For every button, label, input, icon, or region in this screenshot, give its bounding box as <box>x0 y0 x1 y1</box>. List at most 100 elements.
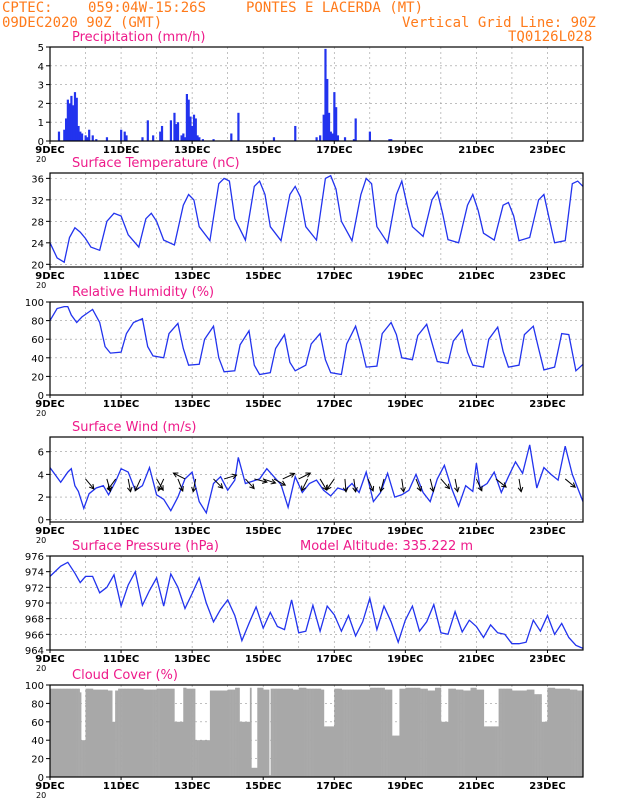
cloud-bar <box>94 689 97 777</box>
cloud-bar <box>474 687 477 777</box>
precip-bar <box>175 124 178 141</box>
wind-arrow-head <box>249 483 255 490</box>
cloud-bar <box>389 689 391 777</box>
cloud-bar <box>248 721 251 777</box>
pressure-title: Surface Pressure (hPa) <box>72 539 219 554</box>
cloud-bar <box>543 721 545 777</box>
cloud-bar <box>270 688 273 777</box>
cloud-bar <box>529 689 532 777</box>
cloud-bar <box>445 721 448 777</box>
x-tick-label: 15DEC <box>245 399 281 410</box>
cloud-bar <box>537 694 539 777</box>
x-tick-label: 13DEC <box>174 781 210 792</box>
cloud-bar <box>538 694 541 777</box>
panel-cloud <box>46 684 584 780</box>
y-tick-label: 20 <box>31 260 44 271</box>
cloud-bar <box>406 687 409 777</box>
cloud-bar <box>152 689 154 777</box>
cloud-bar <box>129 688 132 777</box>
precip-bar <box>390 139 393 141</box>
cloud-bar <box>501 688 504 777</box>
precip-bar <box>194 118 197 141</box>
cloud-bar <box>288 688 291 777</box>
cloud-bar <box>394 735 397 777</box>
cloud-bar <box>107 690 110 777</box>
x-tick-label: 23DEC <box>529 654 565 665</box>
cloud-bar <box>118 688 120 777</box>
cloud-bar <box>491 726 493 777</box>
x-tick-label: 19DEC <box>387 781 423 792</box>
cloud-bar <box>119 688 122 777</box>
cloud-bar <box>551 687 554 777</box>
cloud-bar <box>323 726 326 777</box>
y-tick-label: 3 <box>38 81 44 92</box>
cloud-bar <box>243 721 246 777</box>
wind-arrow-head <box>454 486 460 493</box>
cloud-bar <box>328 726 331 777</box>
cloud-bar <box>87 688 89 777</box>
precip-title: Precipitation (mm/h) <box>72 30 205 45</box>
cloud-bar <box>95 689 98 777</box>
cloud-bar <box>315 688 317 777</box>
precip-bar <box>68 103 71 141</box>
cloud-bar <box>374 687 377 777</box>
cloud-bar <box>575 689 578 777</box>
wind-arrow-shaft <box>157 478 165 491</box>
precip-bar <box>160 125 164 141</box>
wind-arrow-head <box>157 485 163 492</box>
precip-bar <box>184 137 187 141</box>
cloud-bar <box>534 694 536 777</box>
cloud-bar <box>184 687 187 777</box>
cloud-bar <box>246 721 249 777</box>
cloud-bar <box>239 721 242 777</box>
wind-arrow-shaft <box>263 478 276 484</box>
cloud-bar <box>384 689 387 777</box>
cloud-bar <box>363 689 366 777</box>
precip-bar <box>315 137 318 141</box>
wind-arrow-head <box>301 485 307 492</box>
cloud-bar <box>540 694 542 777</box>
wind-arrow-head <box>326 484 332 491</box>
cloud-bar <box>298 687 301 777</box>
cloud-bar <box>492 726 495 777</box>
precip-bar <box>294 125 297 141</box>
cloud-bar <box>174 721 177 777</box>
x-year-label: 20 <box>36 155 46 164</box>
x-tick-label: 9DEC <box>35 654 64 665</box>
cloud-bar <box>371 687 374 777</box>
cloud-title: Cloud Cover (%) <box>72 668 178 683</box>
precip-bar <box>319 135 322 141</box>
cloud-bar <box>451 688 454 777</box>
cloud-bar <box>156 688 159 777</box>
cloud-bar <box>67 688 70 777</box>
cloud-bar <box>249 687 252 777</box>
precip-bar <box>336 135 340 141</box>
cloud-bar <box>75 688 77 777</box>
cloud-bar <box>82 740 85 777</box>
cloud-bar <box>471 687 474 777</box>
wind-arrow-head <box>231 473 238 480</box>
cloud-bar <box>433 690 436 777</box>
x-year-label: 20 <box>36 409 46 418</box>
cloud-bar <box>375 687 378 777</box>
cloud-bar <box>390 689 393 777</box>
wind-arrow-head <box>429 486 436 493</box>
header-date: 09DEC2020 90Z (GMT) <box>2 15 163 31</box>
cloud-bar <box>511 690 514 777</box>
cloud-bar <box>164 688 166 777</box>
cloud-bar <box>357 689 360 777</box>
cloud-bar <box>175 721 178 777</box>
cloud-bar <box>513 690 516 777</box>
cloud-bar <box>442 721 445 777</box>
cloud-bar <box>254 767 257 777</box>
cloud-bar <box>203 740 206 777</box>
cloud-bar <box>79 692 82 777</box>
cloud-bar <box>483 726 486 777</box>
cloud-bar <box>497 726 499 777</box>
wind-arrow-head <box>172 472 179 478</box>
cloud-bar <box>279 688 282 777</box>
precip-bar <box>141 137 144 141</box>
cloud-bar <box>372 687 375 777</box>
precip-bar <box>230 133 233 141</box>
cloud-bar <box>224 690 227 777</box>
